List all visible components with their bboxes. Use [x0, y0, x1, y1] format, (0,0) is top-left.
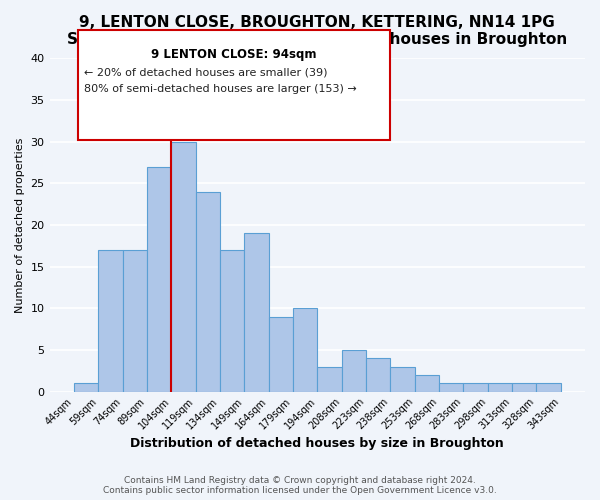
Text: ← 20% of detached houses are smaller (39): ← 20% of detached houses are smaller (39… — [84, 68, 328, 78]
Bar — [536, 384, 560, 392]
Bar — [74, 384, 98, 392]
Bar — [390, 366, 415, 392]
Bar — [293, 308, 317, 392]
Bar — [439, 384, 463, 392]
Bar — [220, 250, 244, 392]
Title: 9, LENTON CLOSE, BROUGHTON, KETTERING, NN14 1PG
Size of property relative to det: 9, LENTON CLOSE, BROUGHTON, KETTERING, N… — [67, 15, 568, 48]
Bar — [244, 234, 269, 392]
Bar — [488, 384, 512, 392]
Bar — [269, 316, 293, 392]
Text: 9 LENTON CLOSE: 94sqm: 9 LENTON CLOSE: 94sqm — [151, 48, 317, 60]
Bar — [171, 142, 196, 392]
Bar — [147, 166, 171, 392]
Bar — [341, 350, 366, 392]
Bar — [317, 366, 341, 392]
Bar — [512, 384, 536, 392]
Bar — [463, 384, 488, 392]
Bar — [196, 192, 220, 392]
Text: 80% of semi-detached houses are larger (153) →: 80% of semi-detached houses are larger (… — [84, 84, 357, 94]
Bar — [366, 358, 390, 392]
X-axis label: Distribution of detached houses by size in Broughton: Distribution of detached houses by size … — [130, 437, 504, 450]
Bar — [98, 250, 122, 392]
Bar — [415, 375, 439, 392]
Text: Contains HM Land Registry data © Crown copyright and database right 2024.
Contai: Contains HM Land Registry data © Crown c… — [103, 476, 497, 495]
Bar — [122, 250, 147, 392]
Y-axis label: Number of detached properties: Number of detached properties — [15, 138, 25, 312]
